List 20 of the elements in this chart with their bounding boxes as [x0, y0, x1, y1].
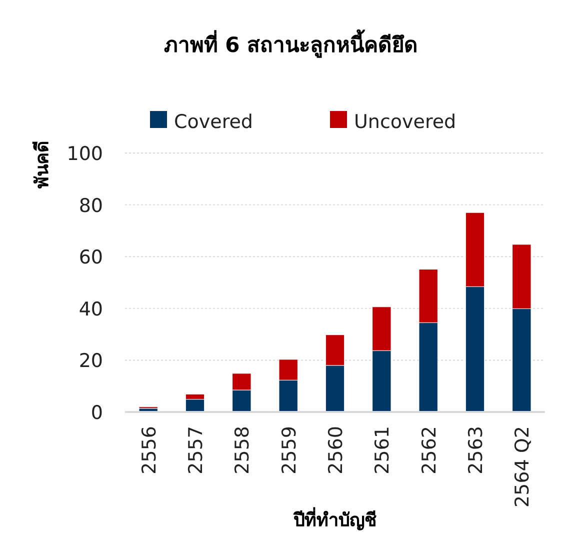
y-tick-label: 60 — [78, 246, 103, 269]
y-axis-title: พันคดี — [32, 140, 53, 188]
legend-label: Covered — [174, 111, 253, 133]
legend-label: Uncovered — [354, 111, 456, 133]
y-tick-label: 40 — [78, 298, 103, 320]
x-tick-label: 2557 — [185, 426, 207, 474]
y-tick-label: 0 — [90, 402, 103, 424]
x-tick-label: 2560 — [325, 426, 347, 474]
y-tick-label: 20 — [78, 350, 103, 372]
x-tick-label: 2564 Q2 — [512, 426, 534, 508]
y-tick-label: 100 — [66, 143, 103, 165]
x-tick-label: 2556 — [138, 426, 160, 474]
x-tick-label: 2558 — [232, 426, 254, 474]
chart-title: ภาพที่ 6 สถานะลูกหนี้คดียึด — [164, 29, 418, 59]
x-tick-label: 2559 — [278, 426, 300, 474]
x-tick-label: 2562 — [418, 426, 440, 474]
x-axis-title: ปีที่ทำบัญชี — [292, 507, 376, 531]
x-tick-label: 2563 — [465, 426, 487, 474]
x-tick-label: 2561 — [372, 426, 394, 474]
y-tick-label: 80 — [78, 194, 103, 217]
